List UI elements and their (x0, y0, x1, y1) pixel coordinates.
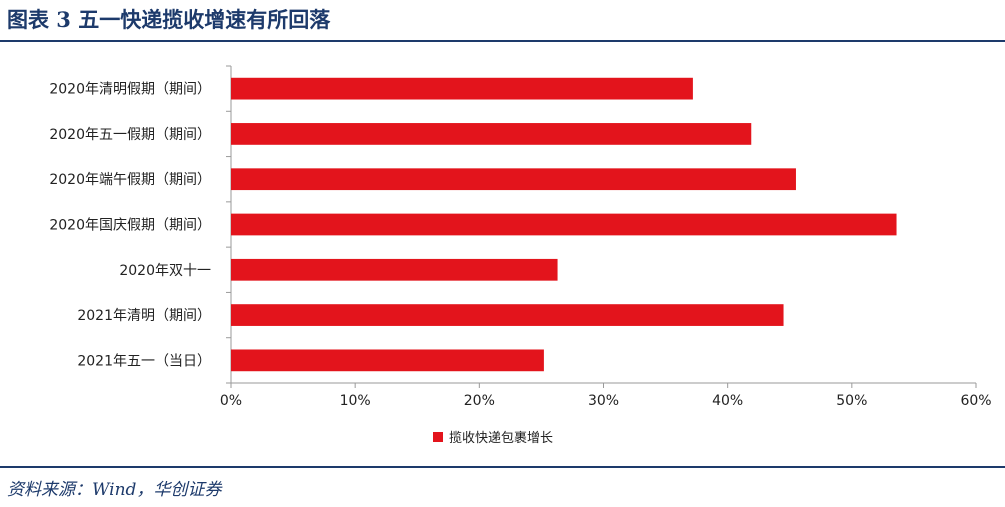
category-label: 2020年端午假期（期间） (49, 172, 211, 188)
category-label: 2020年国庆假期（期间） (49, 218, 211, 234)
bar (231, 258, 558, 281)
legend: 揽收快递包裹增长 (433, 430, 553, 446)
figure-header: 图表 3 五一快递揽收增速有所回落 (0, 0, 1005, 40)
source-note: 资料来源：Wind，华创证券 (7, 480, 222, 500)
bar (231, 168, 796, 191)
bar (231, 349, 544, 372)
category-label: 2020年双十一 (119, 263, 211, 279)
bar (231, 77, 693, 100)
legend-swatch (433, 432, 443, 442)
bar (231, 213, 897, 236)
bar-layer (231, 77, 897, 372)
bar (231, 304, 784, 326)
figure-title: 图表 3 五一快递揽收增速有所回落 (7, 7, 331, 32)
bar-chart: 2020年清明假期（期间） 2020年五一假期（期间） 2020年端午假期（期间） 2… (49, 65, 992, 446)
x-tick-label: 50% (836, 393, 867, 409)
top-rule (0, 40, 1005, 42)
x-tick-label: 40% (712, 393, 743, 409)
legend-label: 揽收快递包裹增长 (449, 430, 553, 446)
category-label: 2021年清明（期间） (77, 308, 211, 324)
x-tick-label: 30% (588, 393, 619, 409)
bottom-rule (0, 466, 1005, 468)
x-tick-label: 60% (960, 393, 991, 409)
category-label: 2020年五一假期（期间） (49, 127, 211, 143)
x-tick-label: 0% (220, 393, 242, 409)
category-label: 2020年清明假期（期间） (49, 82, 211, 98)
x-tick-label: 20% (464, 393, 495, 409)
bar (231, 123, 752, 145)
category-label: 2021年五一（当日） (77, 353, 211, 369)
x-tick-label: 10% (340, 393, 371, 409)
tick-label-layer: 0% 10% 20% 30% 40% 50% 60% (220, 393, 992, 409)
category-label-layer: 2020年清明假期（期间） 2020年五一假期（期间） 2020年端午假期（期间） 2… (49, 82, 211, 370)
